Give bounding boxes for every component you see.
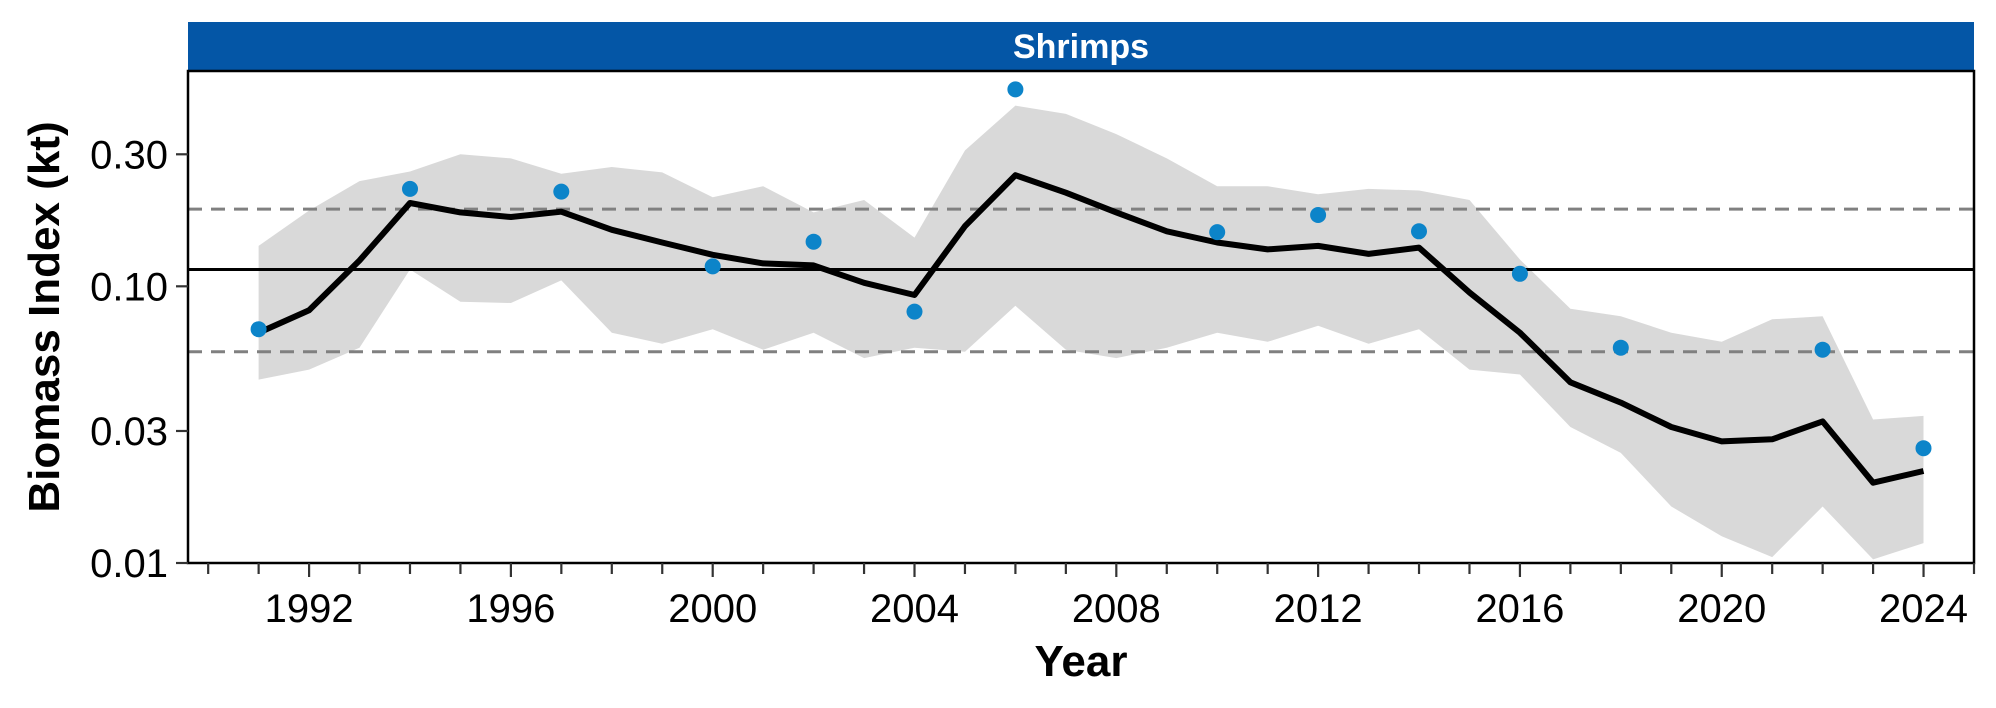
data-point	[805, 233, 822, 250]
y-axis-title: Biomass Index (kt)	[20, 121, 69, 512]
y-tick-label: 0.10	[90, 265, 168, 309]
x-tick-label: 1996	[466, 587, 555, 631]
x-axis: 1992 1996 2000 2004 2008 2012 2016 2020 2024	[207, 563, 1976, 631]
data-point	[1411, 223, 1427, 240]
y-tick-label: 0.03	[90, 410, 168, 454]
x-tick-label: 2016	[1475, 587, 1564, 631]
data-point	[1007, 81, 1024, 98]
chart-title: Shrimps	[1013, 28, 1149, 66]
observed-points	[250, 81, 1932, 457]
trend-line	[257, 172, 1925, 486]
data-point	[1209, 224, 1226, 241]
x-tick-label: 2012	[1274, 587, 1363, 631]
plot-panel-border	[186, 69, 1976, 565]
y-tick-label: 0.01	[90, 542, 168, 586]
x-tick-label: 2024	[1879, 587, 1968, 631]
data-point	[402, 180, 418, 197]
data-point	[1915, 440, 1932, 457]
confidence-band-area	[258, 105, 1924, 560]
data-point	[1310, 207, 1327, 223]
x-tick-label: 2020	[1677, 587, 1766, 631]
data-point	[553, 183, 570, 200]
confidence-band	[258, 105, 1924, 560]
y-axis: 0.01 0.03 0.10 0.30	[90, 133, 188, 586]
x-tick-label: 2004	[870, 587, 959, 631]
data-point	[1814, 341, 1831, 358]
data-point	[906, 303, 923, 320]
y-tick-label: 0.30	[90, 133, 168, 177]
data-point	[1511, 265, 1528, 282]
data-point	[704, 258, 721, 275]
x-tick-label: 2008	[1072, 587, 1161, 631]
reference-lines	[188, 207, 1974, 354]
strip-header	[188, 22, 1974, 71]
x-tick-label: 1992	[265, 587, 354, 631]
x-tick-label: 2000	[668, 587, 757, 631]
data-point	[250, 321, 267, 338]
trend-line-layer	[257, 172, 1925, 486]
data-point	[1612, 339, 1629, 356]
x-axis-title: Year	[1035, 637, 1128, 686]
